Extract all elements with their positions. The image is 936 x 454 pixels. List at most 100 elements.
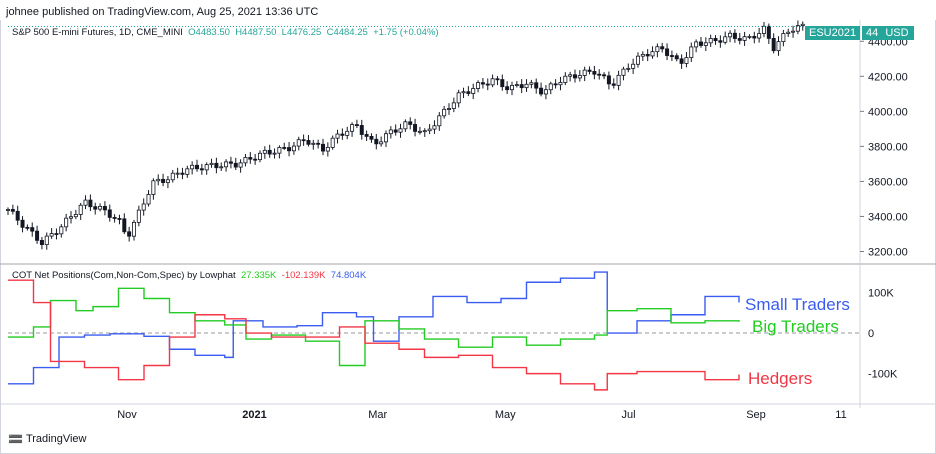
candle	[68, 211, 73, 224]
candle	[228, 156, 233, 169]
candle	[771, 33, 776, 54]
candle-body	[495, 78, 500, 81]
candle	[6, 207, 11, 216]
candle	[306, 135, 311, 147]
candle-body	[64, 217, 69, 228]
candle	[626, 63, 631, 73]
candle	[379, 136, 384, 147]
candle	[698, 36, 703, 48]
candle	[689, 42, 694, 63]
candle	[650, 46, 655, 59]
series-label-big-traders: Big Traders	[752, 317, 839, 336]
series-line-small-traders	[8, 271, 740, 385]
candle	[752, 31, 757, 44]
candle-body	[524, 83, 529, 89]
candle	[543, 85, 548, 100]
candle-body	[340, 133, 345, 136]
candle-body	[388, 129, 393, 135]
candle-body	[306, 140, 311, 145]
candle-body	[563, 75, 568, 83]
candle	[800, 21, 805, 31]
indicator-value-green: 27.335K	[240, 270, 277, 281]
candle	[199, 163, 204, 175]
price-tick-label: 4200.00	[868, 71, 908, 83]
candle-body	[626, 67, 631, 70]
candle	[456, 89, 461, 108]
candle-body	[558, 82, 563, 86]
candle	[170, 169, 175, 183]
tradingview-logo[interactable]: 🟰 TradingView	[8, 432, 87, 446]
indicator-value-blue: 74.804K	[330, 270, 367, 281]
candle-body	[354, 124, 359, 126]
time-tick-label: 2021	[242, 409, 266, 421]
candle-body	[219, 166, 224, 169]
candle	[156, 174, 161, 186]
candle	[553, 79, 558, 89]
price-tick-label: 3800.00	[868, 141, 908, 153]
candle	[151, 178, 156, 200]
candle-body	[161, 178, 166, 183]
time-tick-label: Mar	[368, 409, 387, 421]
candle-body	[577, 75, 582, 79]
candle-body	[519, 84, 524, 89]
candle-body	[442, 108, 447, 117]
candle	[471, 83, 476, 100]
candle-body	[131, 221, 136, 237]
candle	[330, 135, 335, 150]
candle-body	[44, 235, 49, 246]
indicator-legend: COT Net Positions(Com,Non-Com,Spec) by L…	[12, 270, 366, 281]
candle-body	[718, 40, 723, 43]
cot-tick-label: -100K	[868, 369, 898, 381]
candle	[679, 54, 684, 69]
open-value: O4483.50	[188, 27, 230, 38]
candle	[262, 146, 267, 159]
candle	[320, 138, 325, 156]
candle-body	[476, 82, 481, 89]
candle	[243, 154, 248, 167]
candle-body	[209, 162, 214, 166]
candle	[190, 161, 195, 175]
candle	[30, 222, 35, 237]
candle-body	[379, 141, 384, 145]
candle-body	[311, 142, 316, 145]
candle-body	[403, 121, 408, 130]
candle	[781, 29, 786, 47]
time-tick-label: Sep	[746, 409, 766, 421]
candle-body	[461, 91, 466, 94]
candle	[665, 43, 670, 61]
candle-body	[737, 38, 742, 41]
candle-body	[776, 41, 781, 52]
candle	[437, 112, 442, 131]
candle	[291, 141, 296, 155]
candle-body	[451, 102, 456, 109]
candle	[737, 32, 742, 45]
candle	[558, 76, 563, 91]
candle	[340, 128, 345, 140]
candle	[524, 79, 529, 92]
candle-body	[73, 214, 78, 218]
time-tick-label: Jul	[621, 409, 635, 421]
candle	[316, 139, 321, 149]
candle	[606, 71, 611, 90]
symbol-line: S&P 500 E-mini Futures, 1D, CME_MINI	[12, 27, 183, 38]
candle-body	[553, 83, 558, 86]
candle-body	[446, 108, 451, 110]
candle-body	[59, 226, 64, 235]
candle	[514, 81, 519, 88]
candle-body	[684, 57, 689, 64]
candle-body	[102, 206, 107, 211]
candle-body	[6, 209, 11, 211]
candle	[485, 78, 490, 91]
series-label-hedgers: Hedgers	[748, 369, 812, 388]
candle-body	[301, 139, 306, 142]
candle	[432, 120, 437, 134]
candle	[146, 190, 151, 207]
candle-body	[640, 53, 645, 57]
candle	[616, 70, 621, 91]
candle	[621, 66, 626, 81]
candle	[718, 35, 723, 48]
candle-body	[645, 53, 650, 57]
candle	[54, 228, 59, 240]
candle	[136, 205, 141, 227]
